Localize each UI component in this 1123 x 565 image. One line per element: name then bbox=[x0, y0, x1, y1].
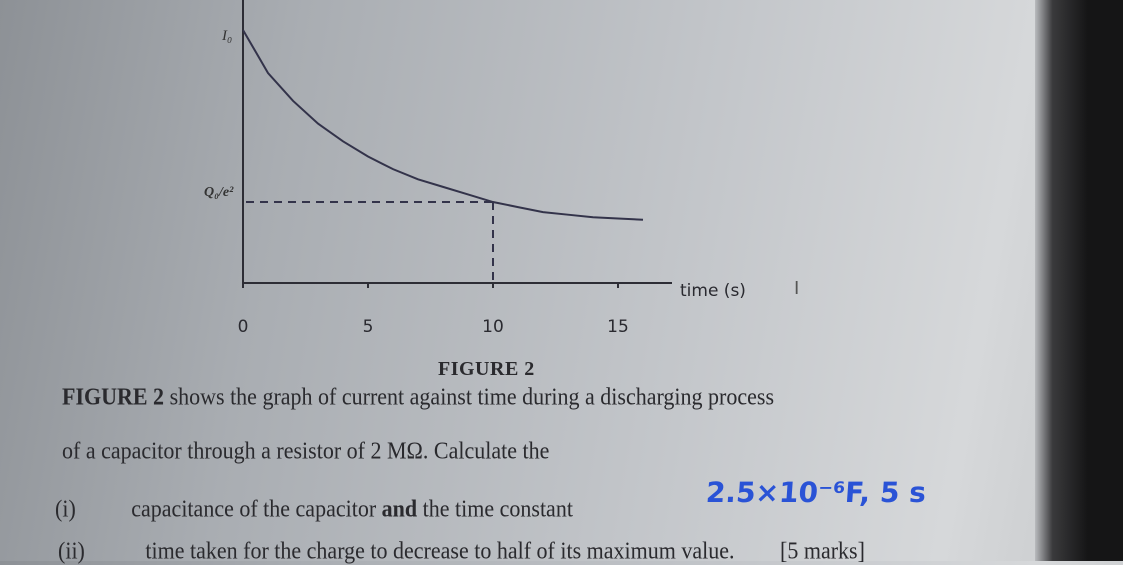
item-i-post: the time constant bbox=[417, 494, 573, 522]
item-i: (i) capacitance of the capacitor and the… bbox=[55, 495, 573, 523]
marks: [5 marks] bbox=[780, 536, 865, 564]
item-i-label: (i) bbox=[55, 494, 76, 522]
x-tick-label: 5 bbox=[363, 317, 374, 337]
text-cursor-icon: I bbox=[794, 278, 800, 299]
item-ii-label: (ii) bbox=[58, 536, 85, 564]
figure-ref: FIGURE 2 bbox=[62, 382, 165, 410]
x-tick-label: 10 bbox=[482, 317, 504, 337]
question-line-2: of a capacitor through a resistor of 2 M… bbox=[62, 436, 550, 464]
line1-text: shows the graph of current against time … bbox=[164, 382, 775, 410]
x-tick-label: 0 bbox=[238, 317, 249, 337]
x-tick-label: 15 bbox=[607, 317, 629, 337]
question-line-1: FIGURE 2 shows the graph of current agai… bbox=[62, 383, 774, 411]
item-ii: (ii) time taken for the charge to decrea… bbox=[58, 537, 865, 565]
handwritten-answer: 2.5×10⁻⁶F, 5 s bbox=[704, 476, 928, 509]
item-ii-text: time taken for the charge to decrease to… bbox=[145, 536, 735, 564]
current-curve bbox=[242, 29, 644, 221]
item-i-bold: and bbox=[381, 494, 418, 522]
dark-edge bbox=[1035, 0, 1123, 561]
x-axis-label: time (s) bbox=[680, 281, 746, 301]
y-tick-i0: I₀ bbox=[221, 28, 232, 44]
item-i-pre: capacitance of the capacitor bbox=[131, 494, 382, 522]
figure-caption: FIGURE 2 bbox=[438, 358, 535, 380]
y-tick-q0-e2: Q₀/e² bbox=[204, 185, 234, 200]
